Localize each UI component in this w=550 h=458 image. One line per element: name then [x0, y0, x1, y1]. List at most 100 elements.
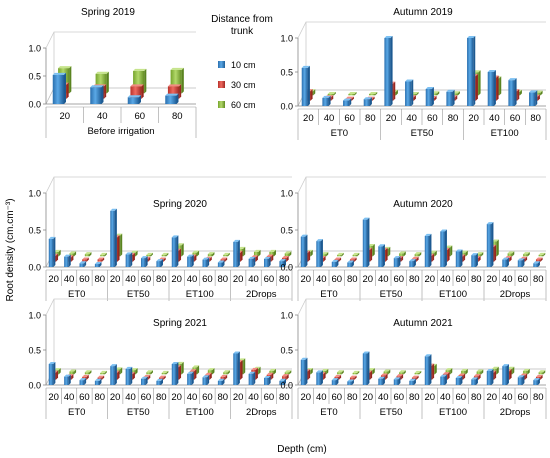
y-tick-label: 0.5 [28, 226, 41, 236]
bar-top-face [264, 256, 271, 259]
bar-top-face [487, 70, 496, 72]
bar-side-face [145, 376, 148, 385]
bar-et0-80-30cm [349, 375, 357, 380]
bar-side-face [339, 374, 342, 380]
bar-front-face [461, 252, 466, 257]
bar-top-face [82, 374, 89, 377]
bar-side-face [512, 366, 515, 375]
bar-top-face [424, 354, 432, 357]
y-tick-label: 1.0 [280, 34, 293, 44]
depth-label: 60 [141, 392, 152, 403]
bar-side-face [375, 91, 378, 96]
bar-side-face [271, 254, 274, 262]
bar-et100-80-10cm [217, 260, 225, 267]
bar-top-face [363, 97, 372, 100]
legend-swatch-30cm [218, 81, 225, 88]
bar-side-face [102, 257, 105, 262]
panel-title: Spring 2019 [81, 7, 135, 18]
depth-label: 80 [530, 113, 541, 124]
y-tick-label: 0.0 [280, 381, 293, 391]
bar-front-face [187, 373, 192, 385]
bar-side-face [357, 252, 360, 257]
bar-side-face [527, 252, 530, 257]
bar-side-face [150, 370, 153, 375]
y-tick-label: 1.0 [28, 189, 41, 199]
depth-label: 40 [502, 274, 513, 285]
group-label-et100: ET100 [186, 289, 214, 300]
bar-top-face [538, 252, 546, 255]
bar-side-face [120, 233, 123, 257]
bar-et50-80-30cm [411, 375, 419, 380]
bar-et100-80-60cm [476, 369, 484, 375]
bar-et0-80-10cm [94, 262, 102, 267]
bar-et100-60-10cm [202, 257, 210, 267]
bar-et100-60-10cm [508, 78, 517, 106]
bar-side-face [148, 374, 151, 380]
panel-title: Autumn 2019 [393, 7, 453, 18]
bar-side-face [320, 239, 323, 267]
bar-side-face [403, 370, 406, 375]
bar-top-face [368, 368, 375, 371]
bar-front-face [362, 353, 368, 385]
bar-2drops-80-60cm [538, 252, 546, 257]
bar-top-face [279, 378, 287, 381]
bar-top-face [316, 370, 323, 373]
bar-front-face [52, 74, 64, 104]
group-label-et100: ET100 [186, 407, 214, 418]
bar-top-face [233, 239, 240, 242]
bar-top-face [165, 93, 179, 96]
bar-side-face [450, 368, 453, 375]
bar-et50-80-60cm [414, 370, 422, 375]
bar-front-face [146, 372, 151, 375]
bar-side-face [450, 245, 453, 257]
bar-side-face [227, 252, 230, 257]
bar-top-face [141, 376, 148, 379]
bar-side-face [139, 95, 141, 104]
bar-2drops-80-30cm [535, 257, 543, 262]
bar-et0-60-10cm [79, 378, 87, 385]
depth-label: 20 [171, 392, 182, 403]
bar-side-face [191, 371, 194, 385]
bar-side-face [543, 252, 546, 257]
bar-top-face [380, 373, 388, 376]
bar-side-face [431, 87, 434, 106]
bar-side-face [101, 85, 104, 104]
bar-front-face [269, 251, 274, 257]
bar-front-face [90, 87, 102, 104]
bar-top-face [362, 217, 370, 220]
bar-side-face [212, 368, 215, 375]
bar-side-face [525, 256, 528, 262]
bar-top-face [187, 254, 194, 257]
bar-et100-80-10cm [471, 253, 478, 267]
bar-front-face [487, 72, 494, 106]
bar-front-face [94, 264, 100, 267]
bar-et0-60-60cm [337, 252, 344, 257]
bar-side-face [336, 378, 339, 385]
bar-top-face [378, 376, 385, 379]
bar-et50-60-60cm [146, 252, 153, 257]
bar-2drops-80-60cm [284, 370, 292, 375]
bar-et0-80-30cm [97, 375, 105, 380]
bar-top-face [170, 67, 184, 70]
bar-et0-40-60cm [69, 369, 77, 375]
panel-title: Spring 2020 [153, 199, 207, 210]
bar-top-face [368, 243, 375, 246]
bar-et0-80-10cm [347, 260, 354, 267]
bar-top-face [141, 256, 148, 259]
bar-top-face [331, 378, 339, 381]
bar-side-face [506, 257, 509, 267]
bar-side-face [419, 370, 422, 375]
bar-2drops-80-60cm [538, 370, 546, 375]
bar-side-face [444, 229, 447, 267]
bar-et50-80-60cm [161, 252, 169, 257]
bar-front-face [343, 100, 350, 106]
bar-side-face [255, 255, 258, 262]
bar-et100-80-30cm [220, 257, 228, 262]
legend-label-60cm: 60 cm [231, 100, 256, 110]
bar-side-face [237, 239, 240, 267]
legend-swatch-10cm [218, 61, 225, 68]
depth-label: 40 [378, 392, 389, 403]
bar-side-face [351, 379, 354, 385]
bar-front-face [84, 254, 90, 257]
bar-side-face [271, 372, 274, 380]
